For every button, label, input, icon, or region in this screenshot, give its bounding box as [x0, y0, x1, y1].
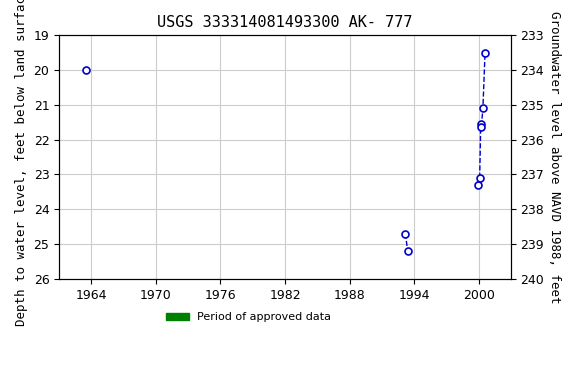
Y-axis label: Depth to water level, feet below land surface: Depth to water level, feet below land su… — [15, 0, 28, 326]
Title: USGS 333314081493300 AK- 777: USGS 333314081493300 AK- 777 — [157, 15, 413, 30]
Bar — [475, 279, 500, 286]
Bar — [84, 279, 88, 286]
Bar — [402, 279, 409, 286]
Y-axis label: Groundwater level above NAVD 1988, feet: Groundwater level above NAVD 1988, feet — [548, 11, 561, 303]
Legend: Period of approved data: Period of approved data — [162, 308, 336, 327]
